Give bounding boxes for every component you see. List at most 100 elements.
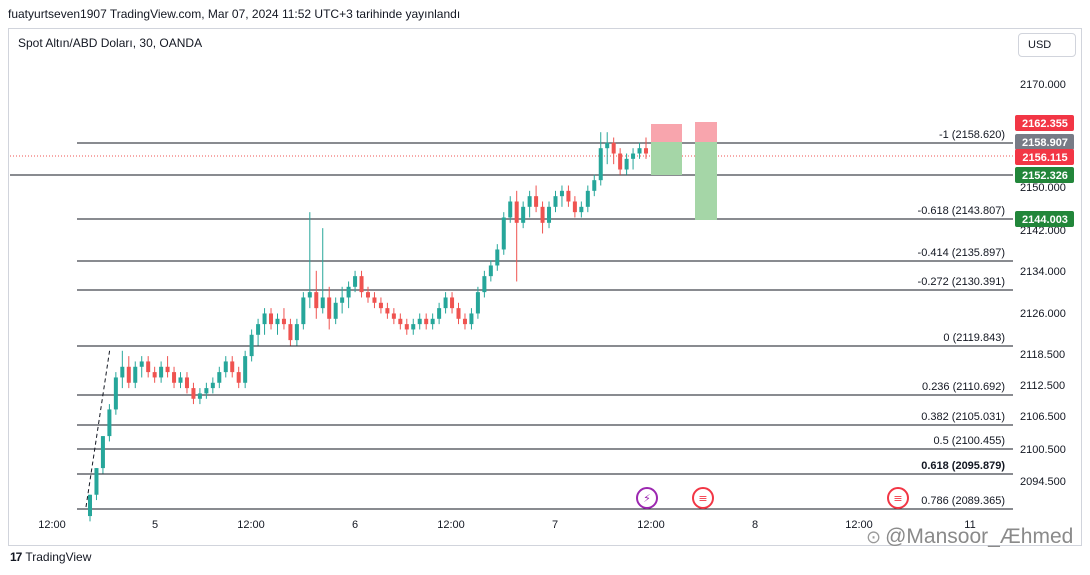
short-position-stop-box — [695, 122, 717, 142]
trend-line — [85, 347, 111, 508]
candle-body — [482, 276, 487, 293]
x-tick-label: 12:00 — [845, 519, 873, 531]
candle-body — [281, 318, 286, 325]
candle-body — [598, 148, 603, 181]
candle-body — [159, 366, 164, 378]
y-tick-label: 2170.000 — [1020, 79, 1066, 91]
candle-body — [133, 366, 138, 383]
candle-body — [301, 297, 306, 325]
candle-body — [514, 201, 519, 223]
us-economic-event-icon-glyph: ≡ — [893, 492, 902, 505]
candle-body — [547, 206, 552, 223]
dividend-event-icon — [636, 487, 658, 509]
fib-level-label: -0.618 (2143.807) — [918, 205, 1005, 217]
candle-body — [534, 196, 539, 207]
candle-body — [404, 324, 409, 330]
dividend-event-icon-glyph: ⚡ — [643, 492, 651, 505]
candle-body — [269, 313, 274, 325]
x-tick-label: 12:00 — [637, 519, 665, 531]
y-tick-label: 2100.500 — [1020, 444, 1066, 456]
watermark: ⊙ @Mansoor_Æhmed — [866, 525, 1073, 549]
y-tick-label: 2106.500 — [1020, 411, 1066, 423]
candle-body — [475, 292, 480, 314]
fib-level-label: 0.786 (2089.365) — [921, 495, 1005, 507]
candle-body — [508, 201, 513, 218]
candle-body — [385, 308, 390, 314]
candle-body — [637, 148, 642, 154]
candle-body — [365, 292, 371, 298]
candle-body — [320, 297, 325, 309]
candle-body — [314, 292, 319, 309]
candle-body — [411, 324, 416, 330]
price-badge — [1015, 134, 1074, 150]
candle-body — [469, 313, 474, 325]
candle-body — [585, 190, 590, 207]
candle-body — [437, 308, 442, 319]
fib-level-label: -1 (2158.620) — [939, 129, 1005, 141]
candle-body — [249, 334, 254, 357]
candle-body — [126, 366, 131, 383]
y-tick-label: 2126.000 — [1020, 308, 1066, 320]
price-badge-label: 2162.355 — [1022, 118, 1068, 130]
us-economic-event-icon-glyph: ≡ — [698, 492, 707, 505]
price-badge — [1015, 167, 1074, 183]
candle-body — [450, 297, 455, 309]
price-badge — [1015, 211, 1074, 227]
candle-body — [243, 356, 248, 383]
candle-body — [327, 297, 332, 319]
candle-body — [527, 196, 532, 207]
price-badge-label: 2158.907 — [1022, 137, 1068, 149]
fib-level-label: 0.236 (2110.692) — [922, 381, 1005, 393]
candle-body — [430, 318, 435, 325]
us-economic-event-icon — [887, 487, 909, 509]
fib-level-label: 0 (2119.843) — [943, 332, 1005, 344]
candle-body — [139, 361, 144, 367]
candle-body — [398, 318, 403, 325]
fib-level-label: -0.414 (2135.897) — [918, 247, 1005, 259]
fib-level-label: 0.382 (2105.031) — [921, 411, 1005, 423]
candle-body — [456, 308, 461, 319]
y-tick-label: 2134.000 — [1020, 266, 1066, 278]
footer-brand: TradingView — [25, 550, 92, 564]
y-tick-label: 2112.500 — [1020, 380, 1065, 392]
candle-body — [275, 318, 280, 325]
candle-body — [605, 142, 610, 149]
candle-body — [488, 265, 493, 277]
candle-body — [184, 377, 189, 389]
candle-body — [178, 377, 183, 383]
x-tick-label: 8 — [752, 519, 758, 531]
candle-body — [87, 494, 93, 517]
price-badge-label: 2152.326 — [1022, 170, 1068, 182]
candle-body — [359, 276, 364, 293]
short-position-target-box — [651, 142, 682, 175]
candle-body — [113, 377, 118, 410]
watermark-text: @Mansoor_Æhmed — [885, 525, 1074, 548]
x-tick-label: 6 — [352, 519, 358, 531]
candle-body — [631, 153, 636, 159]
zhihu-icon: ⊙ — [866, 526, 882, 547]
candle-body — [495, 249, 500, 266]
candle-body — [462, 318, 467, 325]
y-tick-label: 2150.000 — [1020, 182, 1066, 194]
candle-body — [100, 436, 105, 469]
candle-body — [146, 361, 151, 373]
candle-body — [624, 158, 629, 170]
chart-pane[interactable] — [8, 28, 1082, 546]
candle-body — [288, 324, 293, 341]
candle-body — [501, 217, 506, 250]
tradingview-footer[interactable]: 17 TradingView — [10, 550, 91, 564]
y-tick-label: 2142.000 — [1020, 225, 1066, 237]
price-badge-label: 2144.003 — [1022, 214, 1068, 226]
candle-body — [643, 148, 649, 154]
candle-body — [521, 206, 526, 223]
candle-body — [618, 153, 623, 170]
currency-button[interactable]: USD — [1018, 33, 1076, 57]
price-badge-label: 2156.115 — [1022, 152, 1067, 164]
symbol-title: Spot Altın/ABD Doları, 30, OANDA — [18, 36, 203, 50]
candle-body — [424, 318, 429, 325]
candle-body — [372, 297, 377, 303]
candle-body — [262, 313, 267, 325]
x-tick-label: 12:00 — [38, 519, 66, 531]
candle-body — [94, 468, 99, 495]
